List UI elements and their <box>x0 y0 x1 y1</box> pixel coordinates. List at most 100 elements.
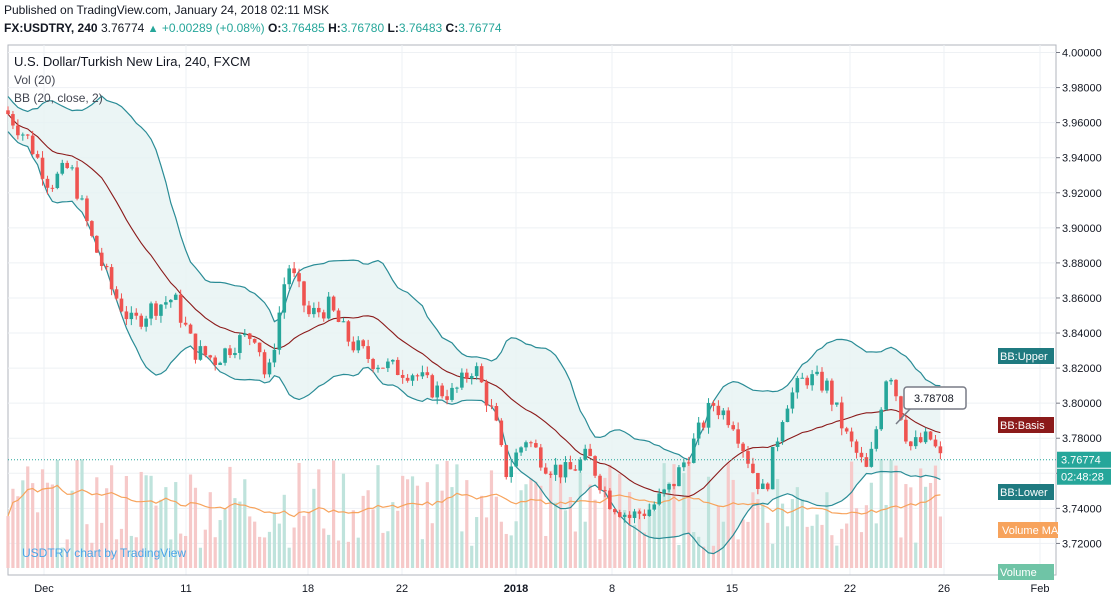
candle-body[interactable] <box>440 385 444 397</box>
candle-body[interactable] <box>504 445 509 478</box>
candle-body[interactable] <box>35 154 40 158</box>
candle-body[interactable] <box>415 375 420 377</box>
candle-body[interactable] <box>317 307 321 313</box>
candle-body[interactable] <box>346 321 351 342</box>
candle-body[interactable] <box>228 348 232 356</box>
candle-body[interactable] <box>252 338 257 343</box>
candle-body[interactable] <box>746 451 750 464</box>
candle-body[interactable] <box>30 135 35 155</box>
candle-body[interactable] <box>381 367 385 369</box>
candle-body[interactable] <box>642 513 647 517</box>
candle-body[interactable] <box>90 221 94 236</box>
candle-body[interactable] <box>534 443 538 448</box>
candle-body[interactable] <box>874 429 879 449</box>
candle-body[interactable] <box>223 348 227 363</box>
candle-body[interactable] <box>21 134 25 136</box>
candle-body[interactable] <box>756 472 760 490</box>
candle-body[interactable] <box>119 298 124 312</box>
candle-body[interactable] <box>647 509 652 517</box>
candle-body[interactable] <box>667 483 671 490</box>
candle-body[interactable] <box>65 162 69 168</box>
candle-body[interactable] <box>336 310 341 323</box>
candle-body[interactable] <box>657 493 661 505</box>
candle-body[interactable] <box>839 402 844 429</box>
candle-body[interactable] <box>149 303 153 319</box>
candle-body[interactable] <box>178 294 183 323</box>
candle-body[interactable] <box>785 408 790 423</box>
candle-body[interactable] <box>50 187 55 189</box>
candle-body[interactable] <box>169 299 173 303</box>
candle-body[interactable] <box>770 446 775 490</box>
candle-body[interactable] <box>99 252 104 266</box>
candle-body[interactable] <box>548 473 553 475</box>
candle-body[interactable] <box>859 452 864 458</box>
candle-body[interactable] <box>696 422 701 439</box>
candle-body[interactable] <box>287 268 291 285</box>
candle-body[interactable] <box>159 304 163 316</box>
candle-body[interactable] <box>238 335 242 353</box>
candle-body[interactable] <box>366 346 370 359</box>
candle-body[interactable] <box>928 431 933 440</box>
candle-body[interactable] <box>450 387 454 400</box>
candle-body[interactable] <box>16 125 20 136</box>
candle-body[interactable] <box>864 457 869 467</box>
candle-body[interactable] <box>188 324 193 334</box>
candle-body[interactable] <box>553 464 558 475</box>
candle-body[interactable] <box>933 439 938 447</box>
candle-body[interactable] <box>869 448 874 467</box>
candle-body[interactable] <box>410 375 415 381</box>
candle-body[interactable] <box>233 352 237 356</box>
candle-body[interactable] <box>844 428 849 432</box>
candle-body[interactable] <box>114 289 119 299</box>
candle-body[interactable] <box>40 157 45 179</box>
candle-body[interactable] <box>627 514 632 518</box>
candle-body[interactable] <box>262 352 267 375</box>
candle-body[interactable] <box>825 380 829 391</box>
candle-body[interactable] <box>820 371 824 391</box>
candle-body[interactable] <box>144 318 148 327</box>
candle-body[interactable] <box>780 422 785 442</box>
candle-body[interactable] <box>302 281 306 306</box>
candle-body[interactable] <box>632 511 637 518</box>
candle-body[interactable] <box>124 311 129 320</box>
candle-body[interactable] <box>588 448 592 457</box>
candle-body[interactable] <box>55 173 60 189</box>
candle-body[interactable] <box>208 355 213 358</box>
candle-body[interactable] <box>913 437 918 447</box>
candle-body[interactable] <box>672 483 676 487</box>
candle-body[interactable] <box>85 198 89 222</box>
candle-body[interactable] <box>494 406 499 421</box>
candle-body[interactable] <box>608 490 612 510</box>
candle-body[interactable] <box>687 462 691 464</box>
candle-body[interactable] <box>652 504 657 510</box>
candle-body[interactable] <box>593 456 597 476</box>
candle-body[interactable] <box>849 431 854 442</box>
watermark[interactable]: USDTRY chart by TradingView <box>22 546 187 560</box>
candle-body[interactable] <box>104 265 109 268</box>
candle-body[interactable] <box>879 409 883 430</box>
candle-body[interactable] <box>391 359 395 362</box>
candle-body[interactable] <box>405 377 410 381</box>
candle-body[interactable] <box>736 429 740 444</box>
candle-body[interactable] <box>810 374 814 386</box>
candle-body[interactable] <box>312 307 316 315</box>
candle-body[interactable] <box>573 469 578 471</box>
candle-body[interactable] <box>134 312 139 316</box>
candle-body[interactable] <box>543 467 548 474</box>
candle-body[interactable] <box>420 372 425 377</box>
candle-body[interactable] <box>11 114 15 126</box>
candle-body[interactable] <box>351 341 356 351</box>
candle-body[interactable] <box>430 375 435 398</box>
candle-body[interactable] <box>889 379 893 382</box>
candle-body[interactable] <box>474 366 479 377</box>
candle-body[interactable] <box>243 333 247 336</box>
candle-body[interactable] <box>193 333 198 360</box>
candle-body[interactable] <box>835 402 839 405</box>
candle-body[interactable] <box>489 405 494 407</box>
candle-body[interactable] <box>904 419 908 442</box>
candle-body[interactable] <box>617 512 622 517</box>
candle-body[interactable] <box>109 267 114 290</box>
candle-body[interactable] <box>583 448 587 460</box>
callout-box[interactable] <box>903 386 967 410</box>
candle-body[interactable] <box>800 377 805 379</box>
